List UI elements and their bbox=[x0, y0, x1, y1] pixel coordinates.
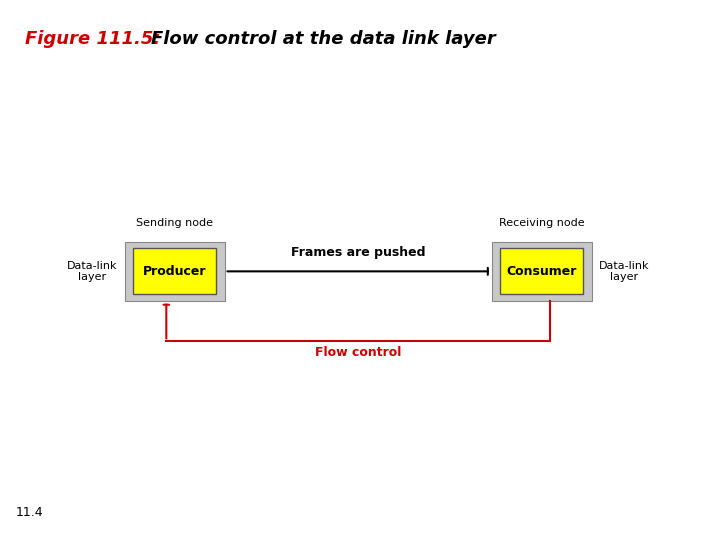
Text: Sending node: Sending node bbox=[136, 218, 213, 228]
Text: Figure 111.5:: Figure 111.5: bbox=[25, 30, 161, 48]
Text: Producer: Producer bbox=[143, 265, 207, 278]
FancyBboxPatch shape bbox=[133, 248, 216, 294]
FancyBboxPatch shape bbox=[492, 242, 592, 301]
Text: Consumer: Consumer bbox=[507, 265, 577, 278]
Text: 11.4: 11.4 bbox=[16, 507, 43, 519]
Text: Flow control at the data link layer: Flow control at the data link layer bbox=[151, 30, 496, 48]
Text: Receiving node: Receiving node bbox=[499, 218, 585, 228]
Text: Data-link
layer: Data-link layer bbox=[67, 261, 117, 282]
FancyBboxPatch shape bbox=[125, 242, 225, 301]
Text: Data-link
layer: Data-link layer bbox=[599, 261, 649, 282]
Text: Frames are pushed: Frames are pushed bbox=[291, 246, 426, 260]
FancyBboxPatch shape bbox=[500, 248, 583, 294]
Text: Flow control: Flow control bbox=[315, 346, 401, 359]
